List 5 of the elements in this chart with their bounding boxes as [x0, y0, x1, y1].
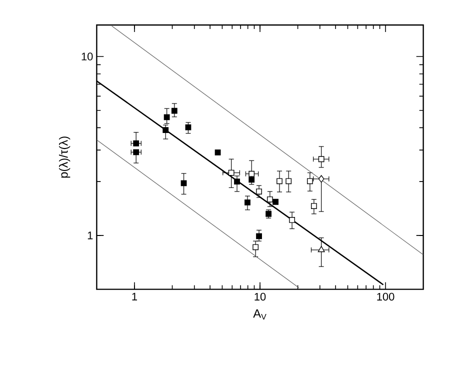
x-tick-label: 10	[254, 292, 266, 301]
x-tick-label: 1	[132, 292, 137, 300]
x-tick-label: 100	[377, 292, 394, 301]
x-axis-title: A$_{V}$	[253, 309, 266, 320]
y-axis-title: p(λ)/τ(λ)	[59, 136, 70, 178]
